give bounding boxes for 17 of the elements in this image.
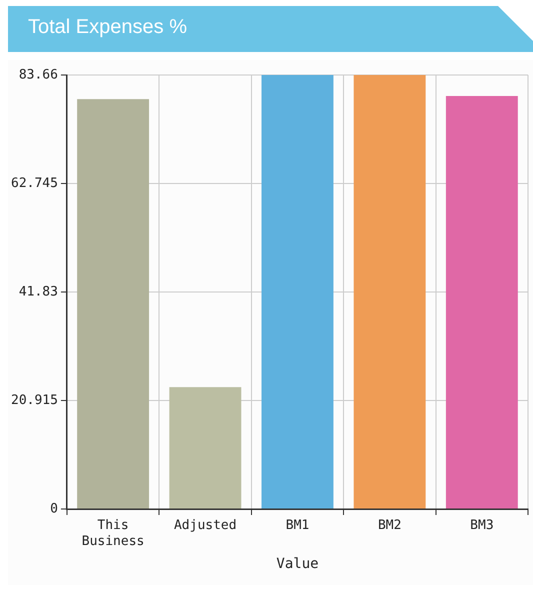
bar (262, 75, 334, 508)
x-axis-title: Value (276, 556, 319, 572)
bar (446, 96, 518, 508)
y-tick-label: 62.745 (10, 176, 58, 191)
x-tick-label: This Business (82, 518, 144, 549)
chart-title: Total Expenses % (28, 16, 187, 39)
x-tick-label: BM2 (378, 518, 402, 534)
y-tick-label: 0 (50, 501, 58, 516)
bar (77, 99, 150, 508)
x-tick-label: BM1 (286, 518, 310, 534)
y-tick-label: 20.915 (10, 392, 58, 408)
x-tick-label: Adjusted (174, 518, 237, 534)
x-tick-label: BM3 (470, 518, 494, 534)
bar (169, 387, 242, 508)
bar (354, 75, 426, 508)
y-tick-label: 83.66 (18, 67, 58, 82)
y-tick-label: 41.83 (18, 284, 58, 300)
